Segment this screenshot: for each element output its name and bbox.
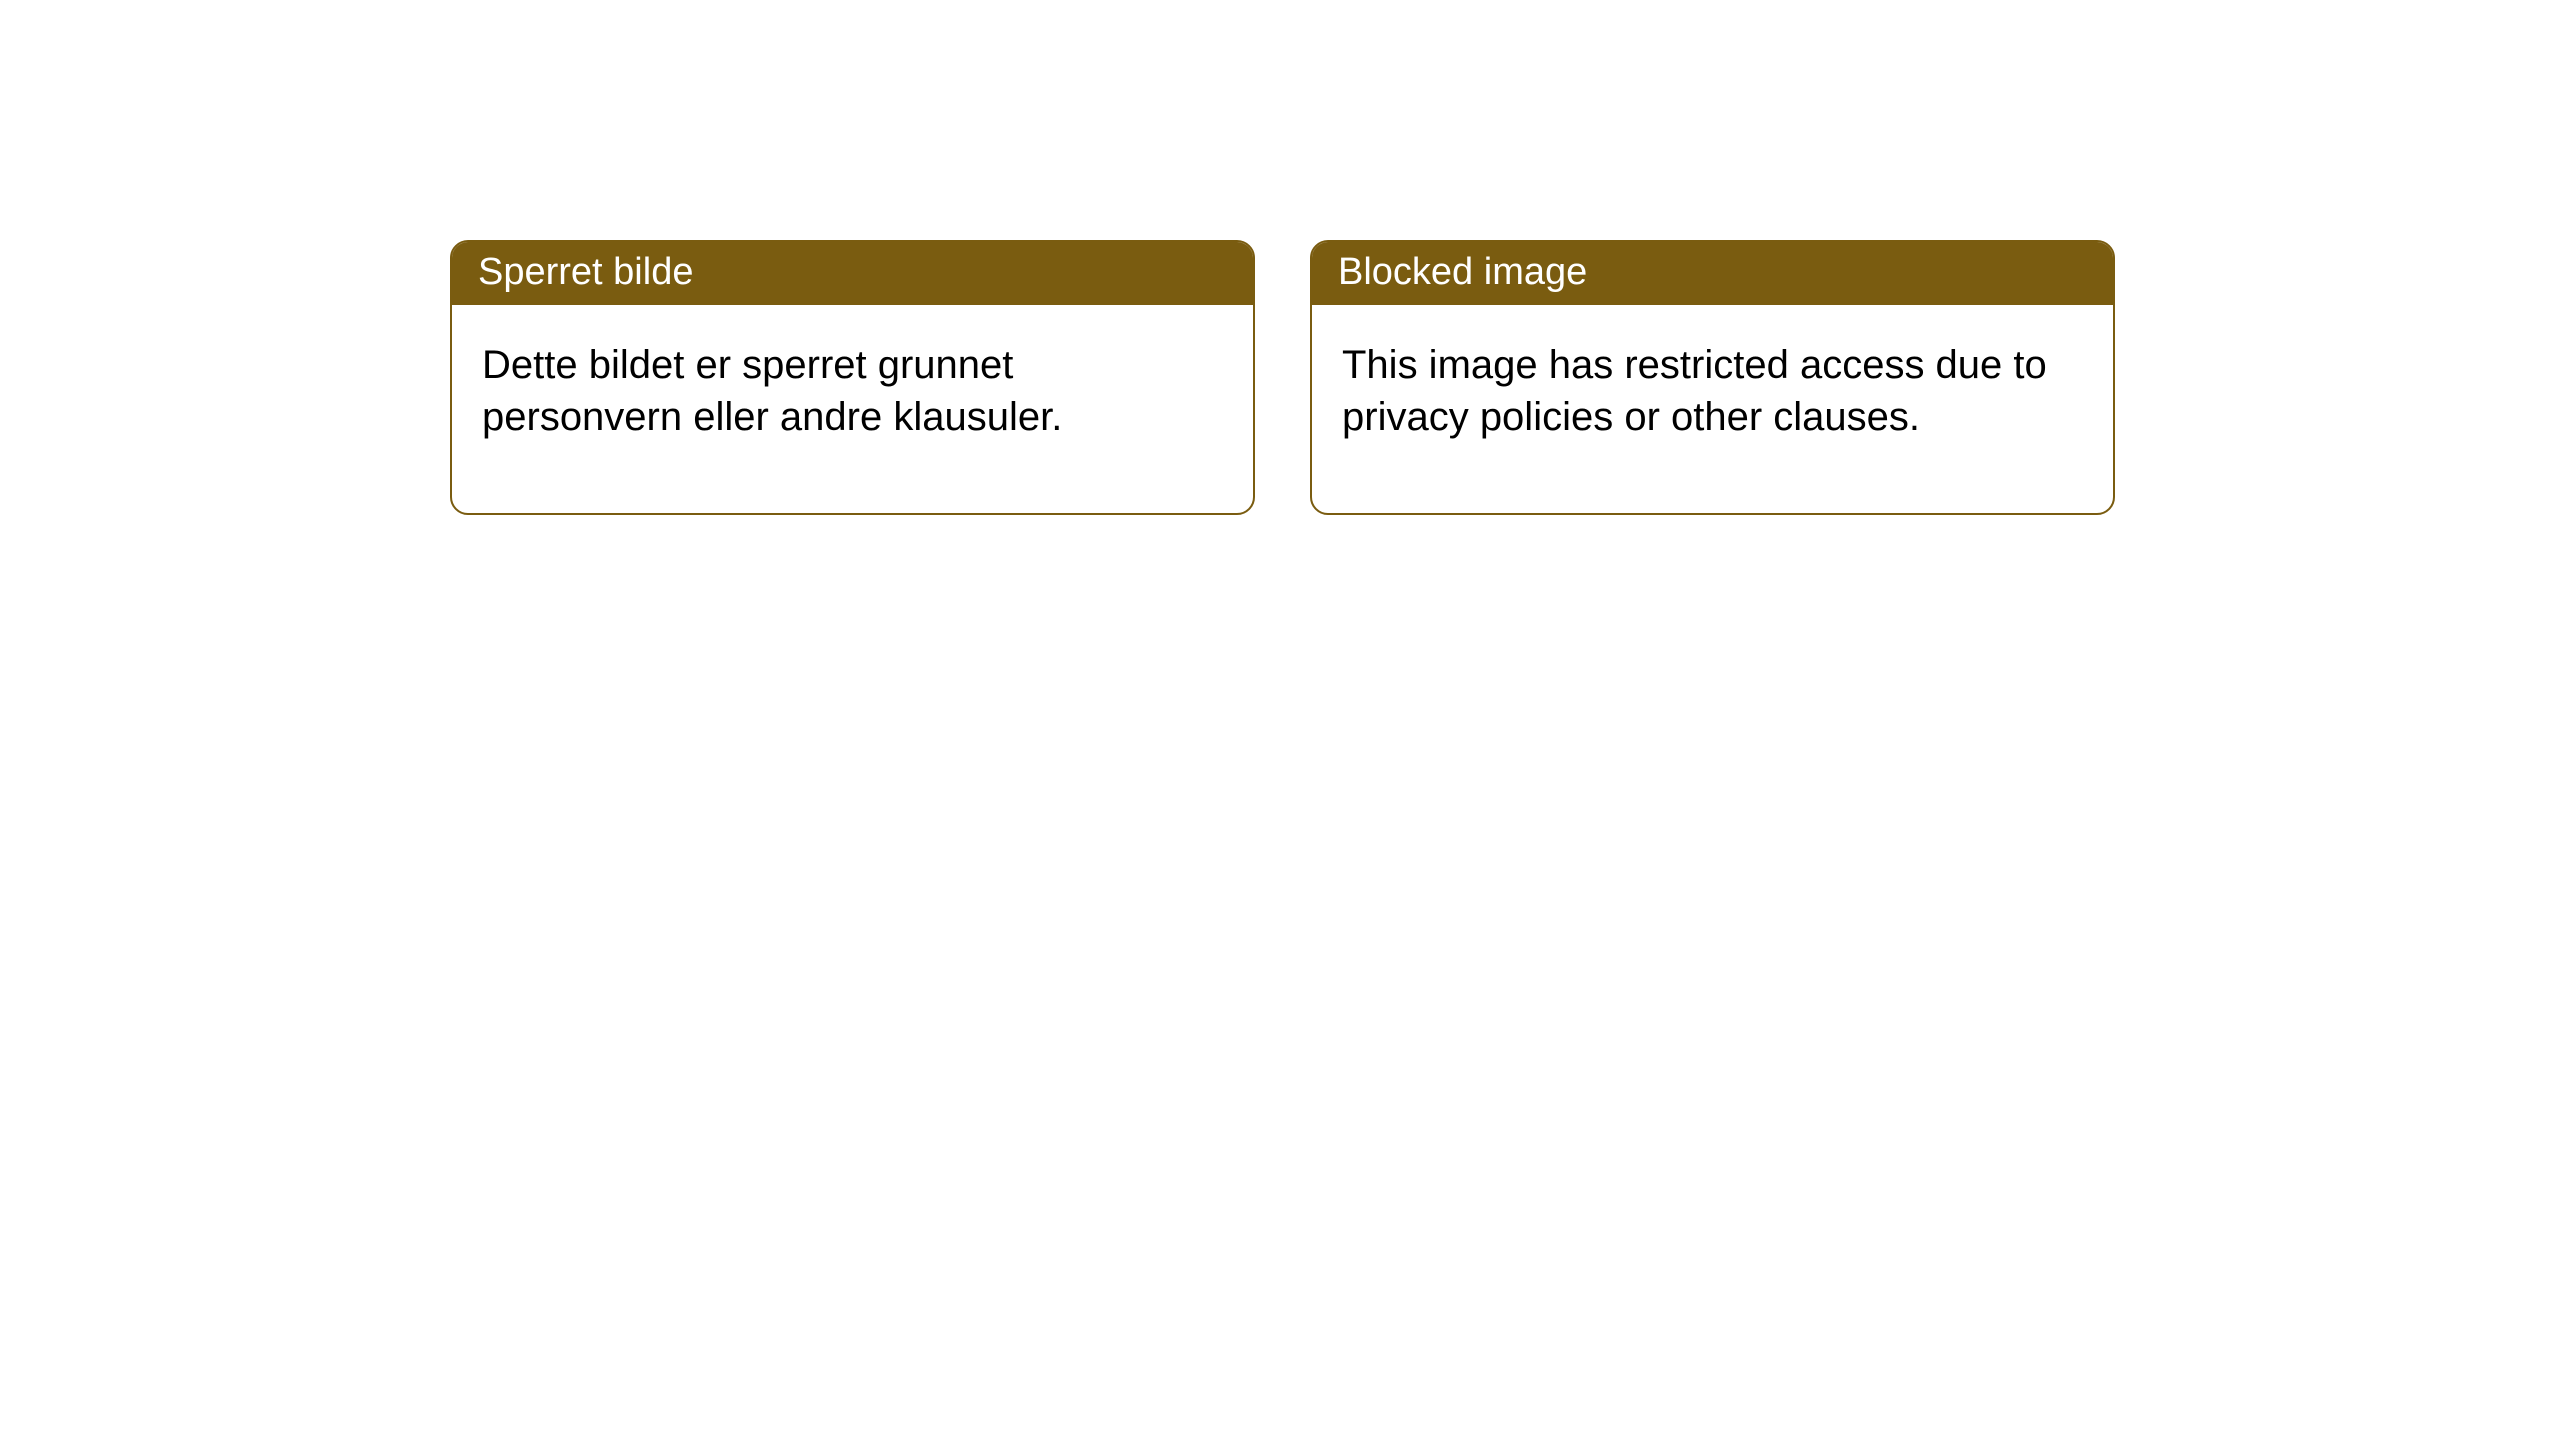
notice-title-english: Blocked image <box>1312 242 2113 305</box>
notice-container: Sperret bilde Dette bildet er sperret gr… <box>0 0 2560 515</box>
notice-body-english: This image has restricted access due to … <box>1312 305 2113 513</box>
notice-body-norwegian: Dette bildet er sperret grunnet personve… <box>452 305 1253 513</box>
notice-title-norwegian: Sperret bilde <box>452 242 1253 305</box>
notice-card-norwegian: Sperret bilde Dette bildet er sperret gr… <box>450 240 1255 515</box>
notice-card-english: Blocked image This image has restricted … <box>1310 240 2115 515</box>
